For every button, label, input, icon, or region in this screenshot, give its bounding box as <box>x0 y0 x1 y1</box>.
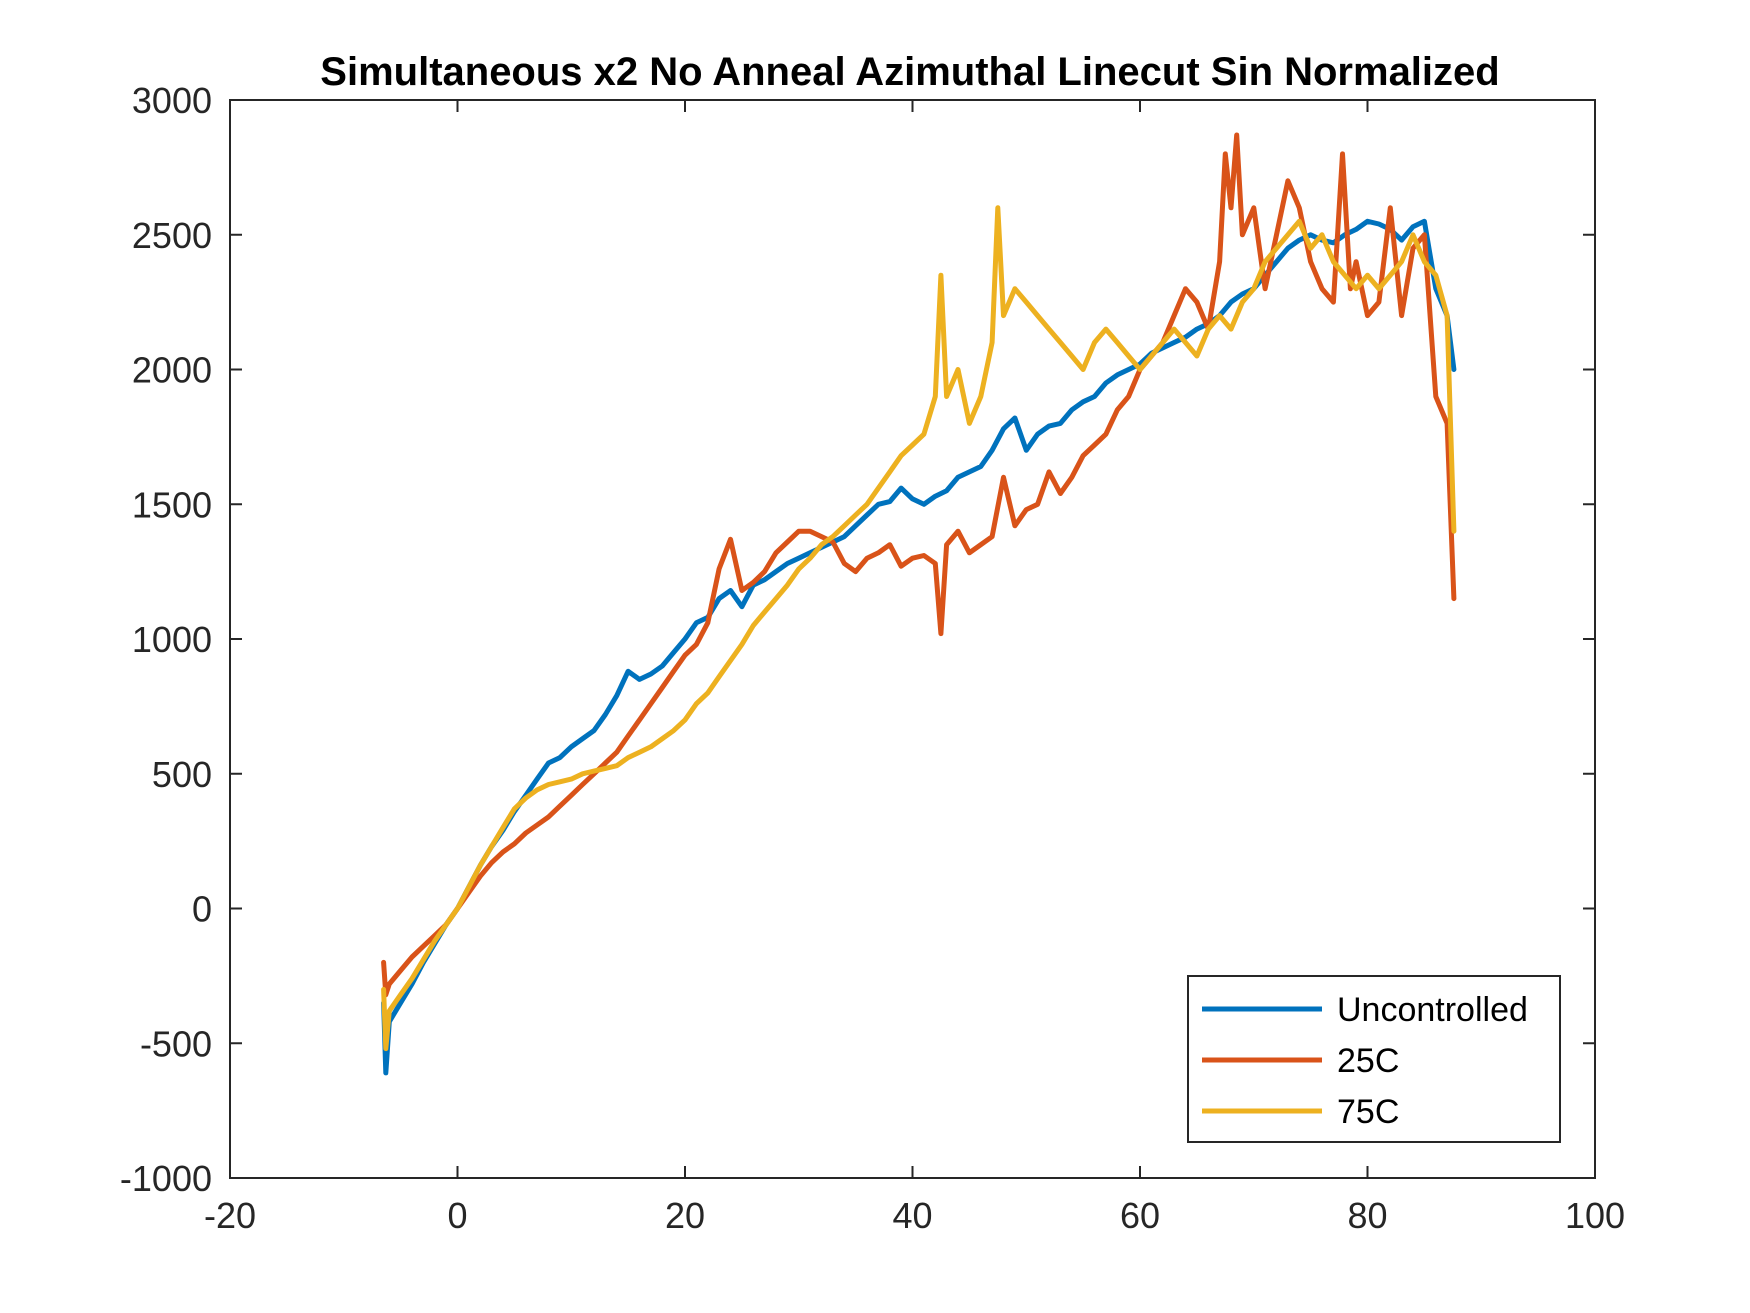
y-tick-label: 500 <box>152 754 212 795</box>
x-tick-label: 80 <box>1347 1195 1387 1236</box>
y-tick-label: 1500 <box>132 484 212 525</box>
series-layer <box>381 132 1457 1076</box>
series-line-3 <box>381 205 1457 1052</box>
chart-title: Simultaneous x2 No Anneal Azimuthal Line… <box>320 50 1499 94</box>
y-tick-label: 2000 <box>132 350 212 391</box>
legend-label-1: Uncontrolled <box>1337 991 1528 1029</box>
x-tick-label: 0 <box>447 1195 467 1236</box>
x-tick-label: -20 <box>204 1195 256 1236</box>
axes-layer: -20 0 20 40 60 80 100 -1000 -500 0 500 1000 1500 2000… <box>120 80 1625 1236</box>
y-tick-label: -1000 <box>120 1158 212 1199</box>
x-tick-label: 60 <box>1120 1195 1160 1236</box>
y-tick-label: 3000 <box>132 80 212 121</box>
y-tick-label: 1000 <box>132 619 212 660</box>
series-line-2 <box>381 132 1457 998</box>
legend-label-3: 75C <box>1337 1093 1399 1131</box>
legend-label-2: 25C <box>1337 1042 1399 1080</box>
x-tick-label: 20 <box>665 1195 705 1236</box>
legend: Uncontrolled 25C 75C <box>1187 975 1561 1143</box>
y-tick-label: 2500 <box>132 215 212 256</box>
x-tick-label: 40 <box>892 1195 932 1236</box>
x-tick-label: 100 <box>1565 1195 1625 1236</box>
series-line-1 <box>381 218 1457 1076</box>
y-tick-label: 0 <box>192 889 212 930</box>
y-tick-label: -500 <box>140 1023 212 1064</box>
